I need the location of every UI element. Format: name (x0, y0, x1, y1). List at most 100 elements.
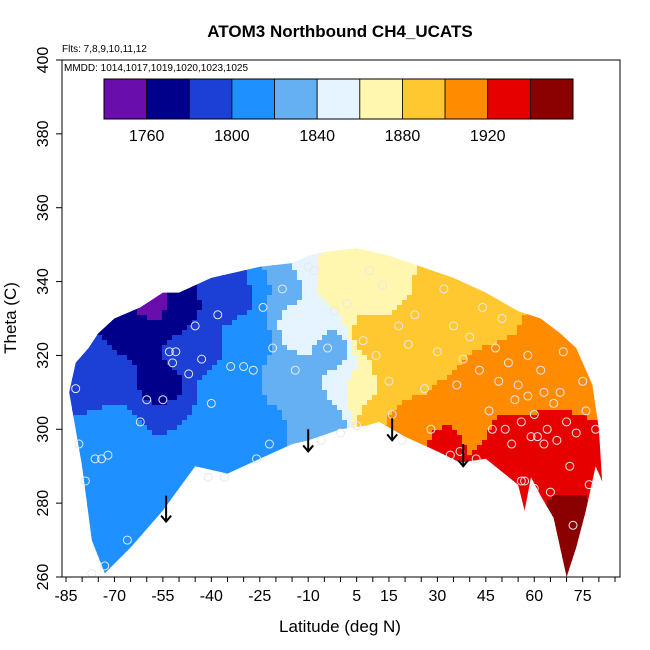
field-cell (87, 260, 93, 266)
field-cell (257, 215, 263, 221)
field-cell (187, 275, 193, 281)
field-cell (287, 345, 293, 351)
field-cell (182, 210, 188, 216)
field-cell (187, 255, 193, 261)
field-cell (107, 200, 113, 206)
field-cell (287, 295, 293, 301)
field-cell (272, 365, 278, 371)
field-cell (137, 455, 143, 461)
field-cell (132, 365, 138, 371)
field-cell (217, 255, 223, 261)
field-cell (102, 345, 108, 351)
field-cell (202, 370, 208, 376)
field-cell (252, 330, 258, 336)
field-cell (117, 545, 123, 551)
field-cell (242, 260, 248, 266)
field-cell (192, 125, 198, 131)
field-cell (97, 260, 103, 266)
field-cell (132, 260, 138, 266)
field-cell (62, 230, 68, 236)
field-cell (212, 565, 218, 571)
field-cell (167, 335, 173, 341)
field-cell (172, 410, 178, 416)
field-cell (122, 430, 128, 436)
field-cell (167, 140, 173, 146)
field-cell (247, 570, 253, 576)
field-cell (172, 370, 178, 376)
field-cell (202, 220, 208, 226)
field-cell (122, 515, 128, 521)
field-cell (127, 465, 133, 471)
field-cell (227, 375, 233, 381)
field-cell (242, 240, 248, 246)
field-cell (227, 545, 233, 551)
field-cell (187, 430, 193, 436)
field-cell (212, 235, 218, 241)
field-cell (237, 390, 243, 396)
field-cell (237, 560, 243, 566)
field-cell (207, 385, 213, 391)
field-cell (297, 295, 303, 301)
field-cell (162, 470, 168, 476)
field-cell (237, 415, 243, 421)
field-cell (237, 325, 243, 331)
field-cell (227, 490, 233, 496)
field-cell (247, 525, 253, 531)
field-cell (272, 265, 278, 271)
field-cell (122, 520, 128, 526)
field-cell (157, 340, 163, 346)
field-cell (207, 255, 213, 261)
field-cell (167, 340, 173, 346)
field-cell (117, 170, 123, 176)
field-cell (242, 425, 248, 431)
field-cell (217, 415, 223, 421)
field-cell (232, 195, 238, 201)
field-cell (247, 185, 253, 191)
field-cell (87, 560, 93, 566)
field-cell (62, 375, 68, 381)
field-cell (192, 525, 198, 531)
field-cell (72, 350, 78, 356)
field-cell (267, 150, 273, 156)
field-cell (177, 435, 183, 441)
field-cell (62, 430, 68, 436)
field-cell (112, 450, 118, 456)
field-cell (282, 495, 288, 501)
field-cell (82, 90, 88, 96)
field-cell (277, 60, 283, 66)
field-cell (152, 450, 158, 456)
field-cell (62, 290, 68, 296)
field-cell (87, 335, 93, 341)
field-cell (142, 415, 148, 421)
field-cell (292, 120, 298, 126)
field-cell (147, 450, 153, 456)
field-cell (272, 275, 278, 281)
field-cell (252, 410, 258, 416)
field-cell (292, 220, 298, 226)
field-cell (62, 405, 68, 411)
field-cell (257, 450, 263, 456)
field-cell (87, 495, 93, 501)
field-cell (77, 220, 83, 226)
field-cell (87, 140, 93, 146)
field-cell (177, 505, 183, 511)
field-cell (187, 380, 193, 386)
field-cell (147, 155, 153, 161)
field-cell (112, 525, 118, 531)
field-cell (187, 340, 193, 346)
field-cell (257, 145, 263, 151)
field-cell (227, 450, 233, 456)
field-cell (257, 230, 263, 236)
field-cell (197, 395, 203, 401)
field-cell (137, 395, 143, 401)
field-cell (192, 305, 198, 311)
field-cell (252, 510, 258, 516)
field-cell (232, 500, 238, 506)
field-cell (192, 510, 198, 516)
field-cell (247, 315, 253, 321)
field-cell (152, 240, 158, 246)
field-cell (202, 415, 208, 421)
field-cell (67, 115, 73, 121)
field-cell (237, 490, 243, 496)
field-cell (232, 475, 238, 481)
